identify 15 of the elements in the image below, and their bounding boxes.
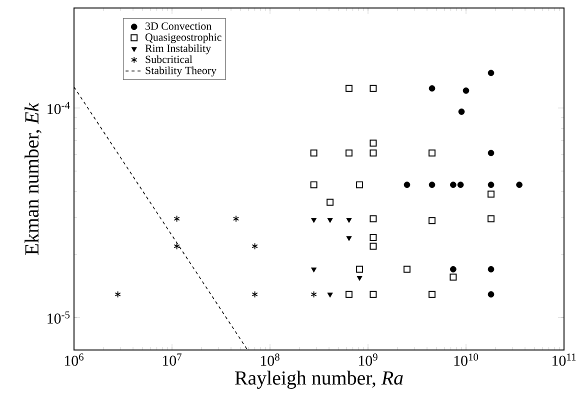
x-tick-label: 10$^{11}$ <box>552 354 576 366</box>
y-tick-label: 10$^{-4}$ <box>48 102 70 114</box>
x-tick-label: 10$^{10}$ <box>454 354 478 366</box>
y-axis-title: Ekman number, Ek <box>24 102 42 255</box>
legend-label: Subcritical <box>146 55 192 64</box>
legend-label: Rim Instability <box>145 44 212 54</box>
x-tick-label: 10$^{8}$ <box>260 354 280 366</box>
x-tick-label: 10$^{7}$ <box>162 354 182 366</box>
legend-label: Stability Theory <box>146 66 216 76</box>
legend-label: Quasigeostrophic <box>145 33 222 44</box>
x-axis-title: Rayleigh number, Ra <box>235 370 403 389</box>
legend-label: 3D Convection <box>146 22 212 30</box>
x-tick-label: 10$^{9}$ <box>358 354 378 366</box>
y-tick-label: 10$^{-5}$ <box>48 311 70 324</box>
x-tick-label: 10$^{6}$ <box>64 354 84 366</box>
